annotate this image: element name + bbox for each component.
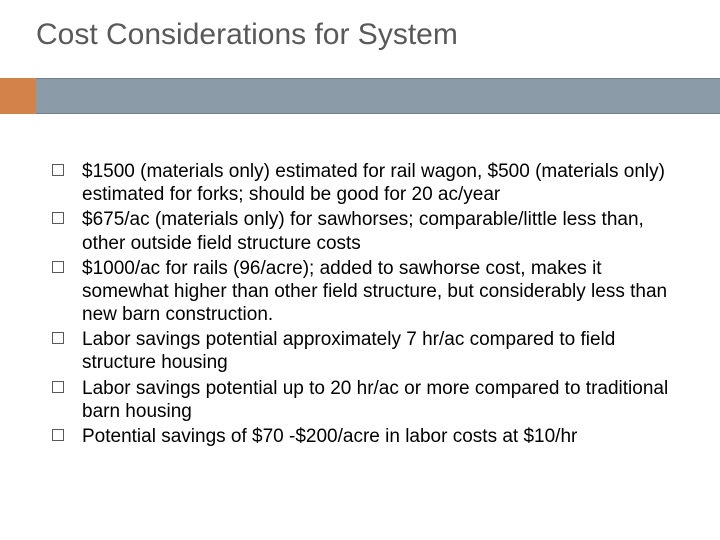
list-item-text: Labor savings potential up to 20 hr/ac o… bbox=[82, 378, 668, 422]
square-bullet-icon bbox=[52, 212, 64, 224]
divider-bar bbox=[0, 78, 720, 114]
list-item-text: Labor savings potential approximately 7 … bbox=[82, 329, 615, 373]
list-item: $1500 (materials only) estimated for rai… bbox=[52, 160, 672, 206]
list-item: $1000/ac for rails (96/acre); added to s… bbox=[52, 257, 672, 327]
square-bullet-icon bbox=[52, 261, 64, 273]
slide-title: Cost Considerations for System bbox=[36, 18, 458, 52]
list-item-text: $1000/ac for rails (96/acre); added to s… bbox=[82, 258, 667, 325]
list-item: Labor savings potential up to 20 hr/ac o… bbox=[52, 377, 672, 423]
square-bullet-icon bbox=[52, 429, 64, 441]
list-item-text: Potential savings of $70 -$200/acre in l… bbox=[82, 426, 577, 447]
accent-block bbox=[0, 78, 36, 114]
bullet-list: $1500 (materials only) estimated for rai… bbox=[52, 160, 672, 448]
square-bullet-icon bbox=[52, 332, 64, 344]
list-item: $675/ac (materials only) for sawhorses; … bbox=[52, 208, 672, 254]
slide: Cost Considerations for System $1500 (ma… bbox=[0, 0, 720, 540]
square-bullet-icon bbox=[52, 381, 64, 393]
list-item-text: $1500 (materials only) estimated for rai… bbox=[82, 161, 665, 205]
main-bar bbox=[36, 78, 720, 114]
content-area: $1500 (materials only) estimated for rai… bbox=[52, 160, 672, 450]
list-item: Labor savings potential approximately 7 … bbox=[52, 328, 672, 374]
square-bullet-icon bbox=[52, 164, 64, 176]
list-item-text: $675/ac (materials only) for sawhorses; … bbox=[82, 209, 644, 253]
list-item: Potential savings of $70 -$200/acre in l… bbox=[52, 425, 672, 448]
